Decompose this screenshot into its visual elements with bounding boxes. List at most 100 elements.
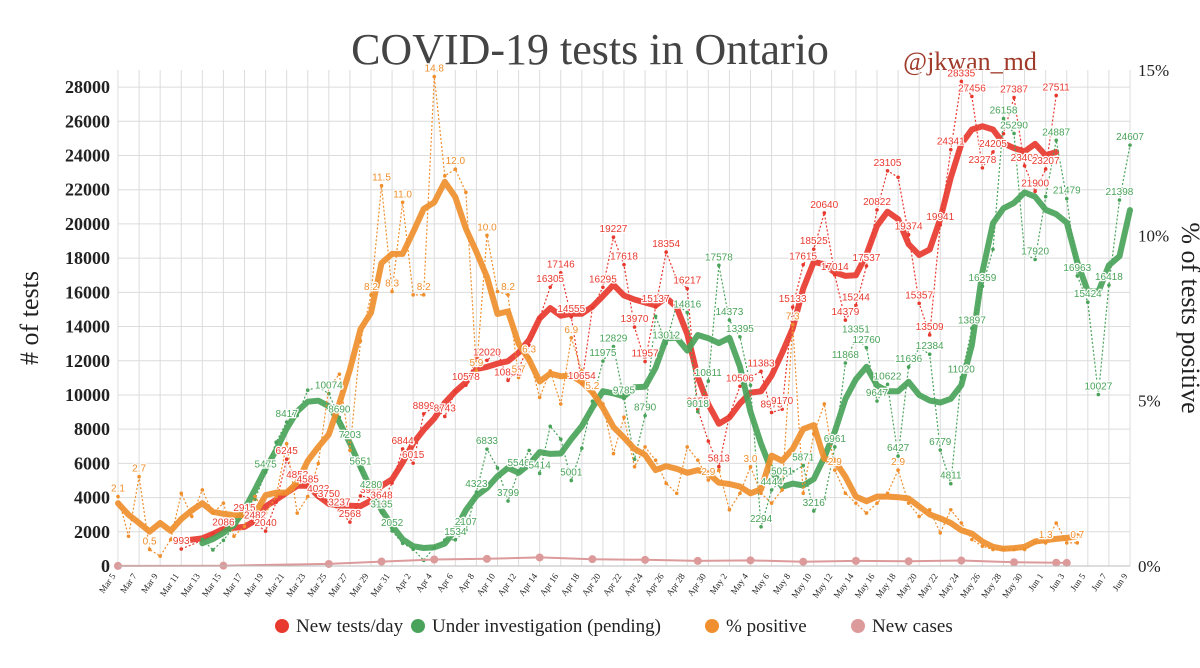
- data-label: 5051: [771, 467, 794, 478]
- series-point-0: [864, 264, 869, 268]
- data-label: 5871: [792, 453, 815, 464]
- series-point-2: [938, 531, 943, 535]
- series-point-2: [527, 355, 531, 360]
- x-tick-label: Mar 13: [179, 571, 203, 599]
- data-label: 8.2: [501, 282, 515, 293]
- series-point-2: [537, 395, 542, 400]
- series-point-0: [421, 411, 426, 416]
- series-point-2: [695, 458, 700, 462]
- data-label: 19941: [926, 212, 954, 223]
- series-point-0: [569, 315, 574, 319]
- x-tick-label: Apr 10: [474, 571, 497, 598]
- data-label: 8899: [413, 401, 436, 412]
- y-axis-label: # of tests: [15, 271, 44, 365]
- y-tick-label: 20000: [65, 214, 110, 234]
- series-point-2: [706, 478, 711, 482]
- series-point-2: [906, 501, 911, 505]
- data-label: 2294: [750, 514, 773, 525]
- data-label: 15424: [1074, 289, 1102, 300]
- x-tick-label: Mar 27: [326, 571, 350, 599]
- series-point-2: [168, 537, 173, 542]
- series-point-1: [485, 447, 489, 451]
- series-point-0: [537, 316, 542, 320]
- x-tick-label: Apr 6: [435, 571, 455, 594]
- series-point-2: [116, 494, 120, 499]
- series-point-1: [274, 440, 278, 444]
- x-tick-label: Apr 2: [393, 571, 413, 594]
- series-point-2: [759, 491, 763, 496]
- legend-label: Under investigation (pending): [432, 616, 661, 637]
- series-point-1: [453, 537, 458, 542]
- series-point-0: [896, 175, 900, 180]
- data-label: 6015: [402, 450, 425, 461]
- series-point-0: [748, 375, 753, 380]
- data-label: 27387: [1000, 85, 1028, 96]
- data-label: 7203: [339, 430, 362, 441]
- data-label: 15357: [905, 290, 933, 301]
- series-point-0: [780, 407, 784, 411]
- series-point-0: [727, 413, 732, 418]
- y2-tick-label: 5%: [1138, 392, 1161, 411]
- series-point-2: [1012, 547, 1016, 552]
- data-label: 5813: [708, 454, 731, 465]
- series-point-2: [548, 369, 553, 373]
- series-point-1: [506, 499, 510, 503]
- x-tick-label: Jun 7: [1089, 571, 1109, 593]
- data-label: 17578: [705, 252, 733, 263]
- data-label: 6961: [824, 434, 847, 445]
- data-label: 2482: [244, 511, 267, 522]
- data-label: 23207: [1032, 156, 1060, 167]
- data-label: 13395: [726, 324, 754, 335]
- series-point-2: [485, 233, 489, 238]
- series-point-1: [991, 247, 995, 252]
- series-point-1: [875, 399, 879, 403]
- y2-tick-label: 15%: [1138, 61, 1169, 80]
- data-label: 11957: [632, 348, 660, 359]
- series-point-1: [558, 437, 563, 441]
- x-tick-label: Mar 9: [139, 571, 160, 595]
- series-point-0: [854, 303, 858, 308]
- x-tick-label: May 18: [874, 571, 898, 600]
- legend: New tests/day Under investigation (pendin…: [275, 616, 953, 637]
- series-point-2: [274, 494, 278, 499]
- data-label: 17920: [1021, 247, 1049, 258]
- data-label: 6779: [929, 437, 952, 448]
- series-point-2: [432, 74, 437, 79]
- series-point-0: [674, 277, 679, 282]
- series-point-2: [1001, 547, 1006, 552]
- x-tick-label: May 6: [750, 571, 772, 596]
- data-label: 2.9: [891, 457, 905, 468]
- data-label: 11.0: [393, 189, 412, 200]
- x-tick-label: Apr 30: [685, 571, 708, 598]
- new-cases-point: [535, 553, 544, 562]
- data-label: 10578: [452, 372, 480, 383]
- series-avg-line-1: [199, 189, 1133, 551]
- y2-tick-label: 10%: [1138, 226, 1169, 245]
- series-point-1: [358, 467, 363, 472]
- series-point-1: [769, 488, 774, 492]
- series-point-2: [242, 524, 247, 529]
- x-tick-label: Mar 19: [242, 571, 266, 599]
- data-label: 0.5: [143, 536, 157, 547]
- data-label: 1534: [444, 527, 467, 538]
- data-label: 21900: [1021, 178, 1049, 189]
- data-label: 25290: [1000, 120, 1028, 131]
- data-label: 993: [173, 536, 190, 547]
- series-point-2: [1064, 541, 1069, 545]
- data-label: 13351: [842, 325, 870, 336]
- series-point-0: [495, 349, 500, 354]
- new-cases-point: [904, 557, 913, 566]
- new-cases-point: [1052, 558, 1061, 567]
- series-point-1: [843, 361, 848, 365]
- series-point-0: [179, 547, 184, 551]
- series-point-2: [1043, 541, 1048, 545]
- series-point-0: [316, 495, 321, 499]
- series-point-0: [643, 359, 647, 364]
- data-label: 12.0: [446, 156, 466, 167]
- data-label: 19374: [895, 222, 923, 233]
- series-point-1: [569, 478, 574, 483]
- series-point-2: [232, 534, 236, 539]
- data-label: 9785: [613, 386, 636, 397]
- series-point-2: [738, 491, 742, 496]
- x-tick-label: Jun 5: [1068, 571, 1088, 593]
